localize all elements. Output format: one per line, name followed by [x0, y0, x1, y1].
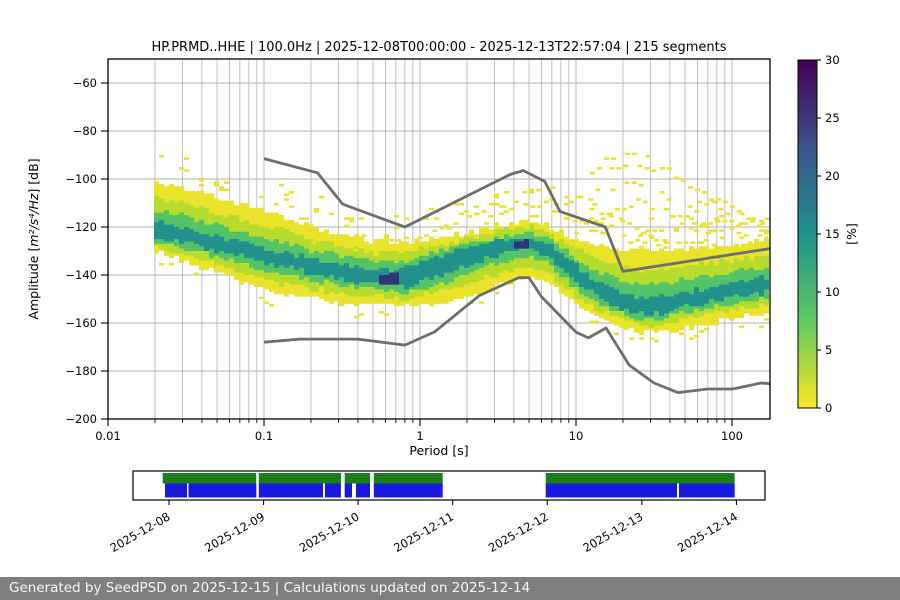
svg-text:−80: −80: [73, 124, 97, 138]
svg-text:−120: −120: [65, 220, 97, 234]
svg-text:2025-12-09: 2025-12-09: [202, 509, 267, 555]
svg-text:0.01: 0.01: [95, 429, 121, 443]
ppsd-plot-svg: −200 −180 −160 −140 −120 −100 −80 −60 0.01 0.1 1 10…: [26, 40, 859, 555]
svg-text:10: 10: [825, 285, 840, 299]
svg-text:100: 100: [721, 429, 743, 443]
svg-text:−140: −140: [65, 268, 97, 282]
svg-text:30: 30: [825, 53, 840, 67]
svg-text:2025-12-13: 2025-12-13: [580, 509, 645, 555]
y-axis-label: Amplitude [m²/s⁴/Hz] [dB]: [26, 158, 41, 319]
svg-text:−180: −180: [65, 364, 97, 378]
svg-text:0.1: 0.1: [255, 429, 273, 443]
footer-status-bar: Generated by SeedPSD on 2025-12-15 | Cal…: [0, 577, 900, 600]
svg-text:1: 1: [416, 429, 423, 443]
svg-text:2025-12-10: 2025-12-10: [297, 509, 362, 555]
svg-text:2025-12-12: 2025-12-12: [486, 509, 551, 555]
svg-text:10: 10: [569, 429, 584, 443]
svg-text:2025-12-14: 2025-12-14: [675, 509, 740, 555]
svg-text:0: 0: [825, 401, 832, 415]
axes-frame-and-ticks: −200 −180 −160 −140 −120 −100 −80 −60 0.01 0.1 1 10…: [65, 58, 771, 443]
svg-text:−60: −60: [73, 76, 97, 90]
ppsd-histogram: [154, 152, 770, 343]
noise-model-lines: [263, 157, 770, 395]
svg-text:−200: −200: [65, 412, 97, 426]
svg-text:2025-12-11: 2025-12-11: [391, 509, 456, 555]
timeline-coverage-bar: 2025-12-08 2025-12-09 2025-12-10 2025-12-11…: [108, 470, 766, 555]
svg-text:−160: −160: [65, 316, 97, 330]
svg-text:2025-12-08: 2025-12-08: [108, 509, 173, 555]
svg-text:25: 25: [825, 111, 840, 125]
svg-text:−100: −100: [65, 172, 97, 186]
svg-text:5: 5: [825, 343, 832, 357]
svg-text:15: 15: [825, 227, 840, 241]
colorbar-label: [%]: [844, 223, 859, 245]
x-axis-label: Period [s]: [409, 443, 468, 458]
plot-title: HP.PRMD..HHE | 100.0Hz | 2025-12-08T00:0…: [151, 40, 726, 55]
svg-text:20: 20: [825, 169, 840, 183]
colorbar: 0 5 10 15 20 25 30: [797, 53, 840, 415]
